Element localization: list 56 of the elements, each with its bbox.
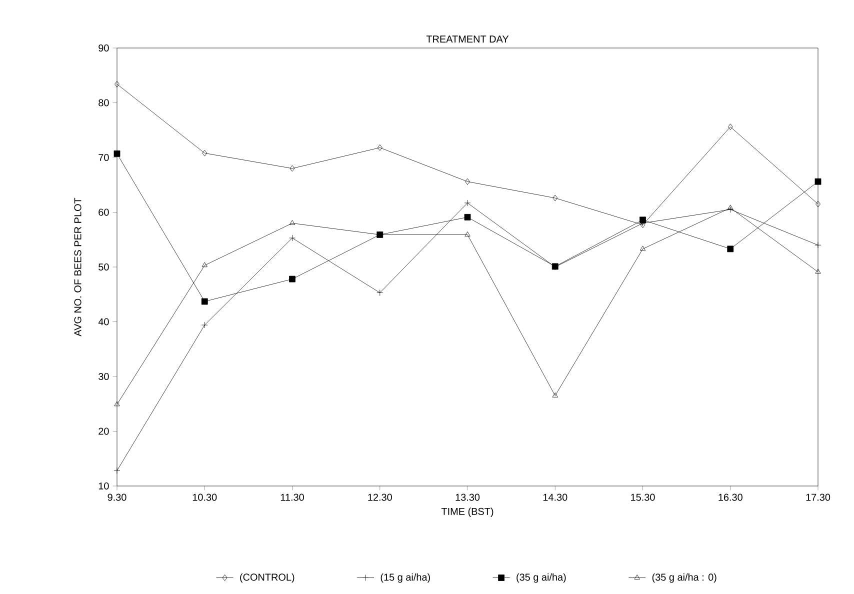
y-tick-label: 10	[98, 482, 109, 490]
point	[814, 242, 822, 248]
point	[464, 214, 471, 220]
point	[465, 178, 470, 185]
x-tick-label: 9.30	[108, 494, 126, 501]
x-axis-title: TIME (BST)	[441, 508, 494, 517]
point	[202, 262, 208, 268]
point	[114, 150, 120, 157]
point	[114, 80, 120, 88]
y-tick-label: 60	[98, 208, 109, 216]
point	[552, 392, 558, 398]
point	[114, 467, 120, 474]
point	[464, 200, 471, 206]
point	[640, 246, 646, 251]
legend-label: (CONTROL)	[240, 573, 294, 583]
chart-title: TREATMENT DAY	[426, 36, 509, 43]
point	[202, 150, 208, 156]
point	[814, 178, 822, 185]
point	[727, 206, 734, 213]
x-tick-label: 13.30	[456, 494, 480, 501]
x-tick-label: 10.30	[192, 494, 217, 501]
x-tick-label: 15.30	[631, 494, 655, 501]
point	[290, 165, 295, 172]
point	[816, 200, 820, 208]
point	[640, 216, 646, 224]
point	[114, 401, 120, 406]
y-tick-label: 90	[98, 44, 109, 52]
x-tick-label: 11.30	[280, 494, 304, 501]
x-tick-label: 12.30	[368, 494, 392, 501]
y-tick-label: 30	[98, 372, 109, 380]
point	[289, 220, 296, 225]
y-tick-label: 70	[98, 154, 109, 162]
x-tick-label: 14.30	[543, 494, 568, 501]
x-tick-label: 16.30	[718, 494, 742, 501]
point	[727, 246, 734, 252]
point	[201, 298, 208, 305]
point	[289, 276, 296, 282]
y-tick-label: 50	[98, 263, 109, 271]
legend-label: (35 g ai/ha : 0)	[652, 573, 716, 583]
point	[728, 124, 733, 130]
point	[640, 222, 646, 228]
point	[376, 290, 384, 296]
y-tick-label: 20	[98, 428, 109, 435]
y-axis-title: AVG NO. OF BEES PER PLOT	[74, 198, 82, 336]
legend-label: (35 g ai/ha)	[516, 573, 566, 583]
legend-label: (15 g ai/ha)	[380, 573, 430, 583]
point	[377, 144, 382, 151]
y-tick-label: 80	[98, 99, 109, 106]
point	[552, 194, 558, 202]
point	[464, 232, 470, 236]
y-tick-label: 40	[98, 318, 109, 326]
point	[201, 322, 208, 328]
x-tick-label: 17.30	[806, 494, 830, 501]
point	[728, 204, 734, 210]
point	[815, 268, 821, 274]
point	[289, 234, 296, 242]
